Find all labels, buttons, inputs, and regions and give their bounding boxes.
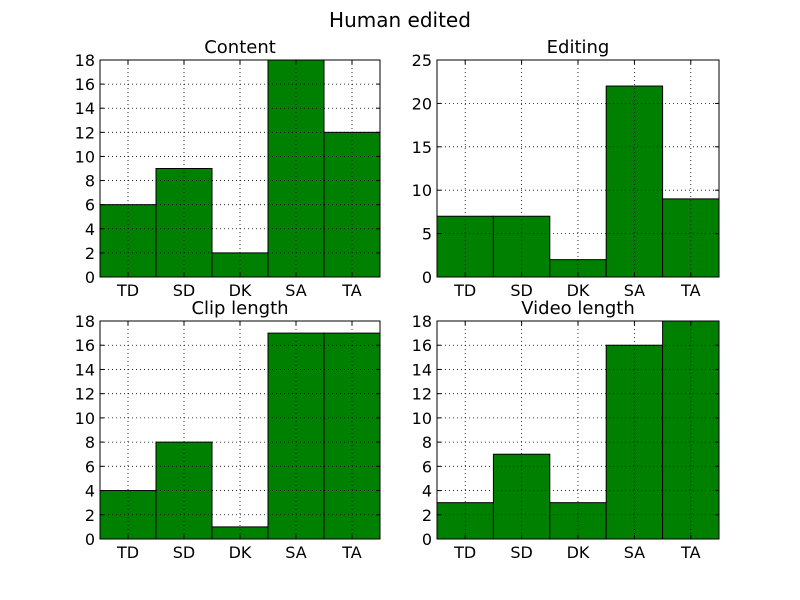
bar — [436, 215, 494, 278]
y-tick-label: 8 — [85, 172, 95, 191]
y-tick-label: 18 — [75, 51, 95, 70]
y-tick-label: 4 — [85, 220, 95, 239]
subplot-title: Content — [204, 37, 276, 58]
x-tick-label: TA — [341, 543, 362, 562]
x-tick-label: SA — [624, 543, 645, 562]
x-tick-label: SD — [173, 281, 195, 300]
x-tick-label: TD — [116, 543, 139, 562]
y-tick-label: 16 — [75, 75, 95, 94]
y-tick-label: 12 — [75, 123, 95, 142]
y-tick-label: 20 — [412, 94, 432, 113]
y-tick-label: 10 — [75, 409, 95, 428]
x-tick-label: DK — [567, 281, 590, 300]
x-tick-label: SA — [624, 281, 645, 300]
y-tick-label: 12 — [412, 385, 432, 404]
y-tick-label: 18 — [75, 312, 95, 331]
bar — [492, 453, 551, 540]
y-tick-label: 0 — [85, 530, 95, 549]
x-tick-label: SD — [173, 543, 195, 562]
y-tick-label: 0 — [422, 268, 432, 287]
y-tick-label: 16 — [75, 336, 95, 355]
y-tick-label: 16 — [412, 336, 432, 355]
x-tick-label: SA — [285, 281, 306, 300]
y-tick-label: 10 — [412, 181, 432, 200]
x-tick-label: SD — [510, 281, 532, 300]
x-tick-label: DK — [229, 543, 252, 562]
y-tick-label: 5 — [422, 225, 432, 244]
y-tick-label: 0 — [85, 268, 95, 287]
x-tick-label: SA — [285, 543, 306, 562]
y-tick-label: 14 — [412, 360, 432, 379]
x-tick-label: TD — [453, 543, 476, 562]
x-tick-label: TA — [341, 281, 362, 300]
y-tick-label: 14 — [75, 99, 95, 118]
y-tick-label: 12 — [75, 385, 95, 404]
y-tick-label: 15 — [412, 138, 432, 157]
y-tick-label: 10 — [412, 409, 432, 428]
y-tick-label: 4 — [422, 482, 432, 501]
y-tick-label: 2 — [85, 506, 95, 525]
x-tick-label: TA — [680, 543, 701, 562]
subplot-title: Editing — [547, 37, 610, 58]
x-tick-label: SD — [510, 543, 532, 562]
y-tick-label: 8 — [85, 433, 95, 452]
y-tick-label: 18 — [412, 312, 432, 331]
y-tick-label: 2 — [422, 506, 432, 525]
x-tick-label: DK — [567, 543, 590, 562]
y-tick-label: 0 — [422, 530, 432, 549]
y-tick-label: 25 — [412, 51, 432, 70]
subplot-1: 0 2 4 6 8 10 12 14 16 18 TD SD DK SA TA Content — [75, 37, 381, 300]
bar — [323, 332, 381, 540]
x-tick-label: TD — [116, 281, 139, 300]
y-tick-label: 4 — [85, 482, 95, 501]
subplot-3: 0 2 4 6 8 10 12 14 16 18 TD SD DK SA TA Clip length — [75, 298, 381, 562]
x-tick-label: DK — [229, 281, 252, 300]
y-tick-label: 10 — [75, 147, 95, 166]
x-tick-label: TA — [680, 281, 701, 300]
y-tick-label: 14 — [75, 360, 95, 379]
y-tick-label: 6 — [85, 196, 95, 215]
y-tick-label: 6 — [85, 457, 95, 476]
y-tick-label: 6 — [422, 457, 432, 476]
subplot-title: Video length — [521, 298, 635, 319]
y-tick-label: 2 — [85, 244, 95, 263]
x-tick-label: TD — [453, 281, 476, 300]
bar — [662, 198, 720, 278]
subplot-4: 0 2 4 6 8 10 12 14 16 18 TD SD DK SA TA Video length — [412, 298, 720, 562]
bar — [267, 332, 325, 540]
bar — [605, 85, 664, 278]
bar — [492, 215, 551, 278]
figure-title: Human edited — [329, 8, 471, 32]
subplot-2: 0 5 10 15 20 25 TD SD DK SA TA Editing — [412, 37, 720, 300]
y-tick-label: 8 — [422, 433, 432, 452]
subplot-title: Clip length — [191, 298, 288, 319]
